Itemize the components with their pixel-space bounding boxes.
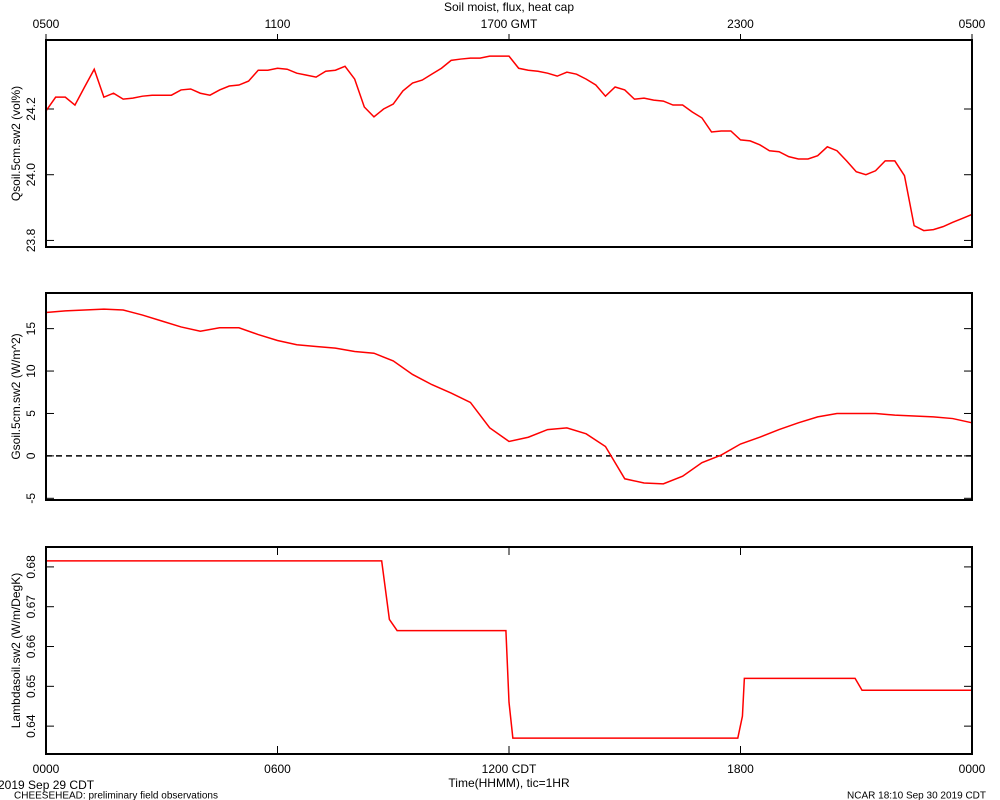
x-axis-label: Time(HHMM), tic=1HR <box>448 776 570 790</box>
footer-credit: NCAR 18:10 Sep 30 2019 CDT <box>847 791 986 800</box>
footer-project: CHEESEHEAD: preliminary field observatio… <box>14 791 218 800</box>
y-tick-label: 0 <box>24 452 38 459</box>
data-line <box>45 55 973 232</box>
x-tick-label: 0000 <box>959 762 986 776</box>
x-tick-label: 1200 CDT <box>482 762 537 776</box>
y-tick-label: 0.66 <box>24 635 38 659</box>
y-tick-label: -5 <box>24 493 38 504</box>
chart-title: Soil moist, flux, heat cap <box>444 0 574 14</box>
x-tick-label: 0000 <box>33 762 60 776</box>
y-tick-label: 24.2 <box>24 97 38 121</box>
x2-tick-label: 0500 <box>959 17 986 31</box>
y-tick-label: 0.68 <box>24 555 38 579</box>
y-tick-label: 5 <box>24 410 38 417</box>
y-tick-label: 0.65 <box>24 674 38 698</box>
y-tick-label: 0.67 <box>24 595 38 619</box>
x2-tick-label: 2300 <box>727 17 754 31</box>
data-line <box>45 308 973 485</box>
x2-tick-label: 0500 <box>33 17 60 31</box>
y-tick-label: 24.0 <box>24 163 38 187</box>
footer-date: 2019 Sep 29 CDT <box>0 778 95 792</box>
plot-frame <box>45 292 973 501</box>
x-tick-label: 0600 <box>264 762 291 776</box>
y-axis-label: Lambdasoil.sw2 (W/m/DegK) <box>9 573 23 728</box>
y-tick-label: 0.64 <box>24 714 38 738</box>
data-line <box>46 560 972 739</box>
y-axis-label: Qsoil.5cm.sw2 (vol%) <box>9 86 23 201</box>
y-axis-label: Gsoil.5cm.sw2 (W/m^2) <box>9 333 23 459</box>
y-tick-label: 10 <box>24 364 38 378</box>
plot-frame <box>45 39 973 248</box>
x2-tick-label: 1100 <box>265 17 291 31</box>
y-tick-label: 23.8 <box>24 228 38 252</box>
plot-frame <box>45 546 973 755</box>
x-tick-label: 1800 <box>727 762 754 776</box>
y-tick-label: 15 <box>24 322 38 336</box>
x2-tick-label: 1700 GMT <box>481 17 538 31</box>
